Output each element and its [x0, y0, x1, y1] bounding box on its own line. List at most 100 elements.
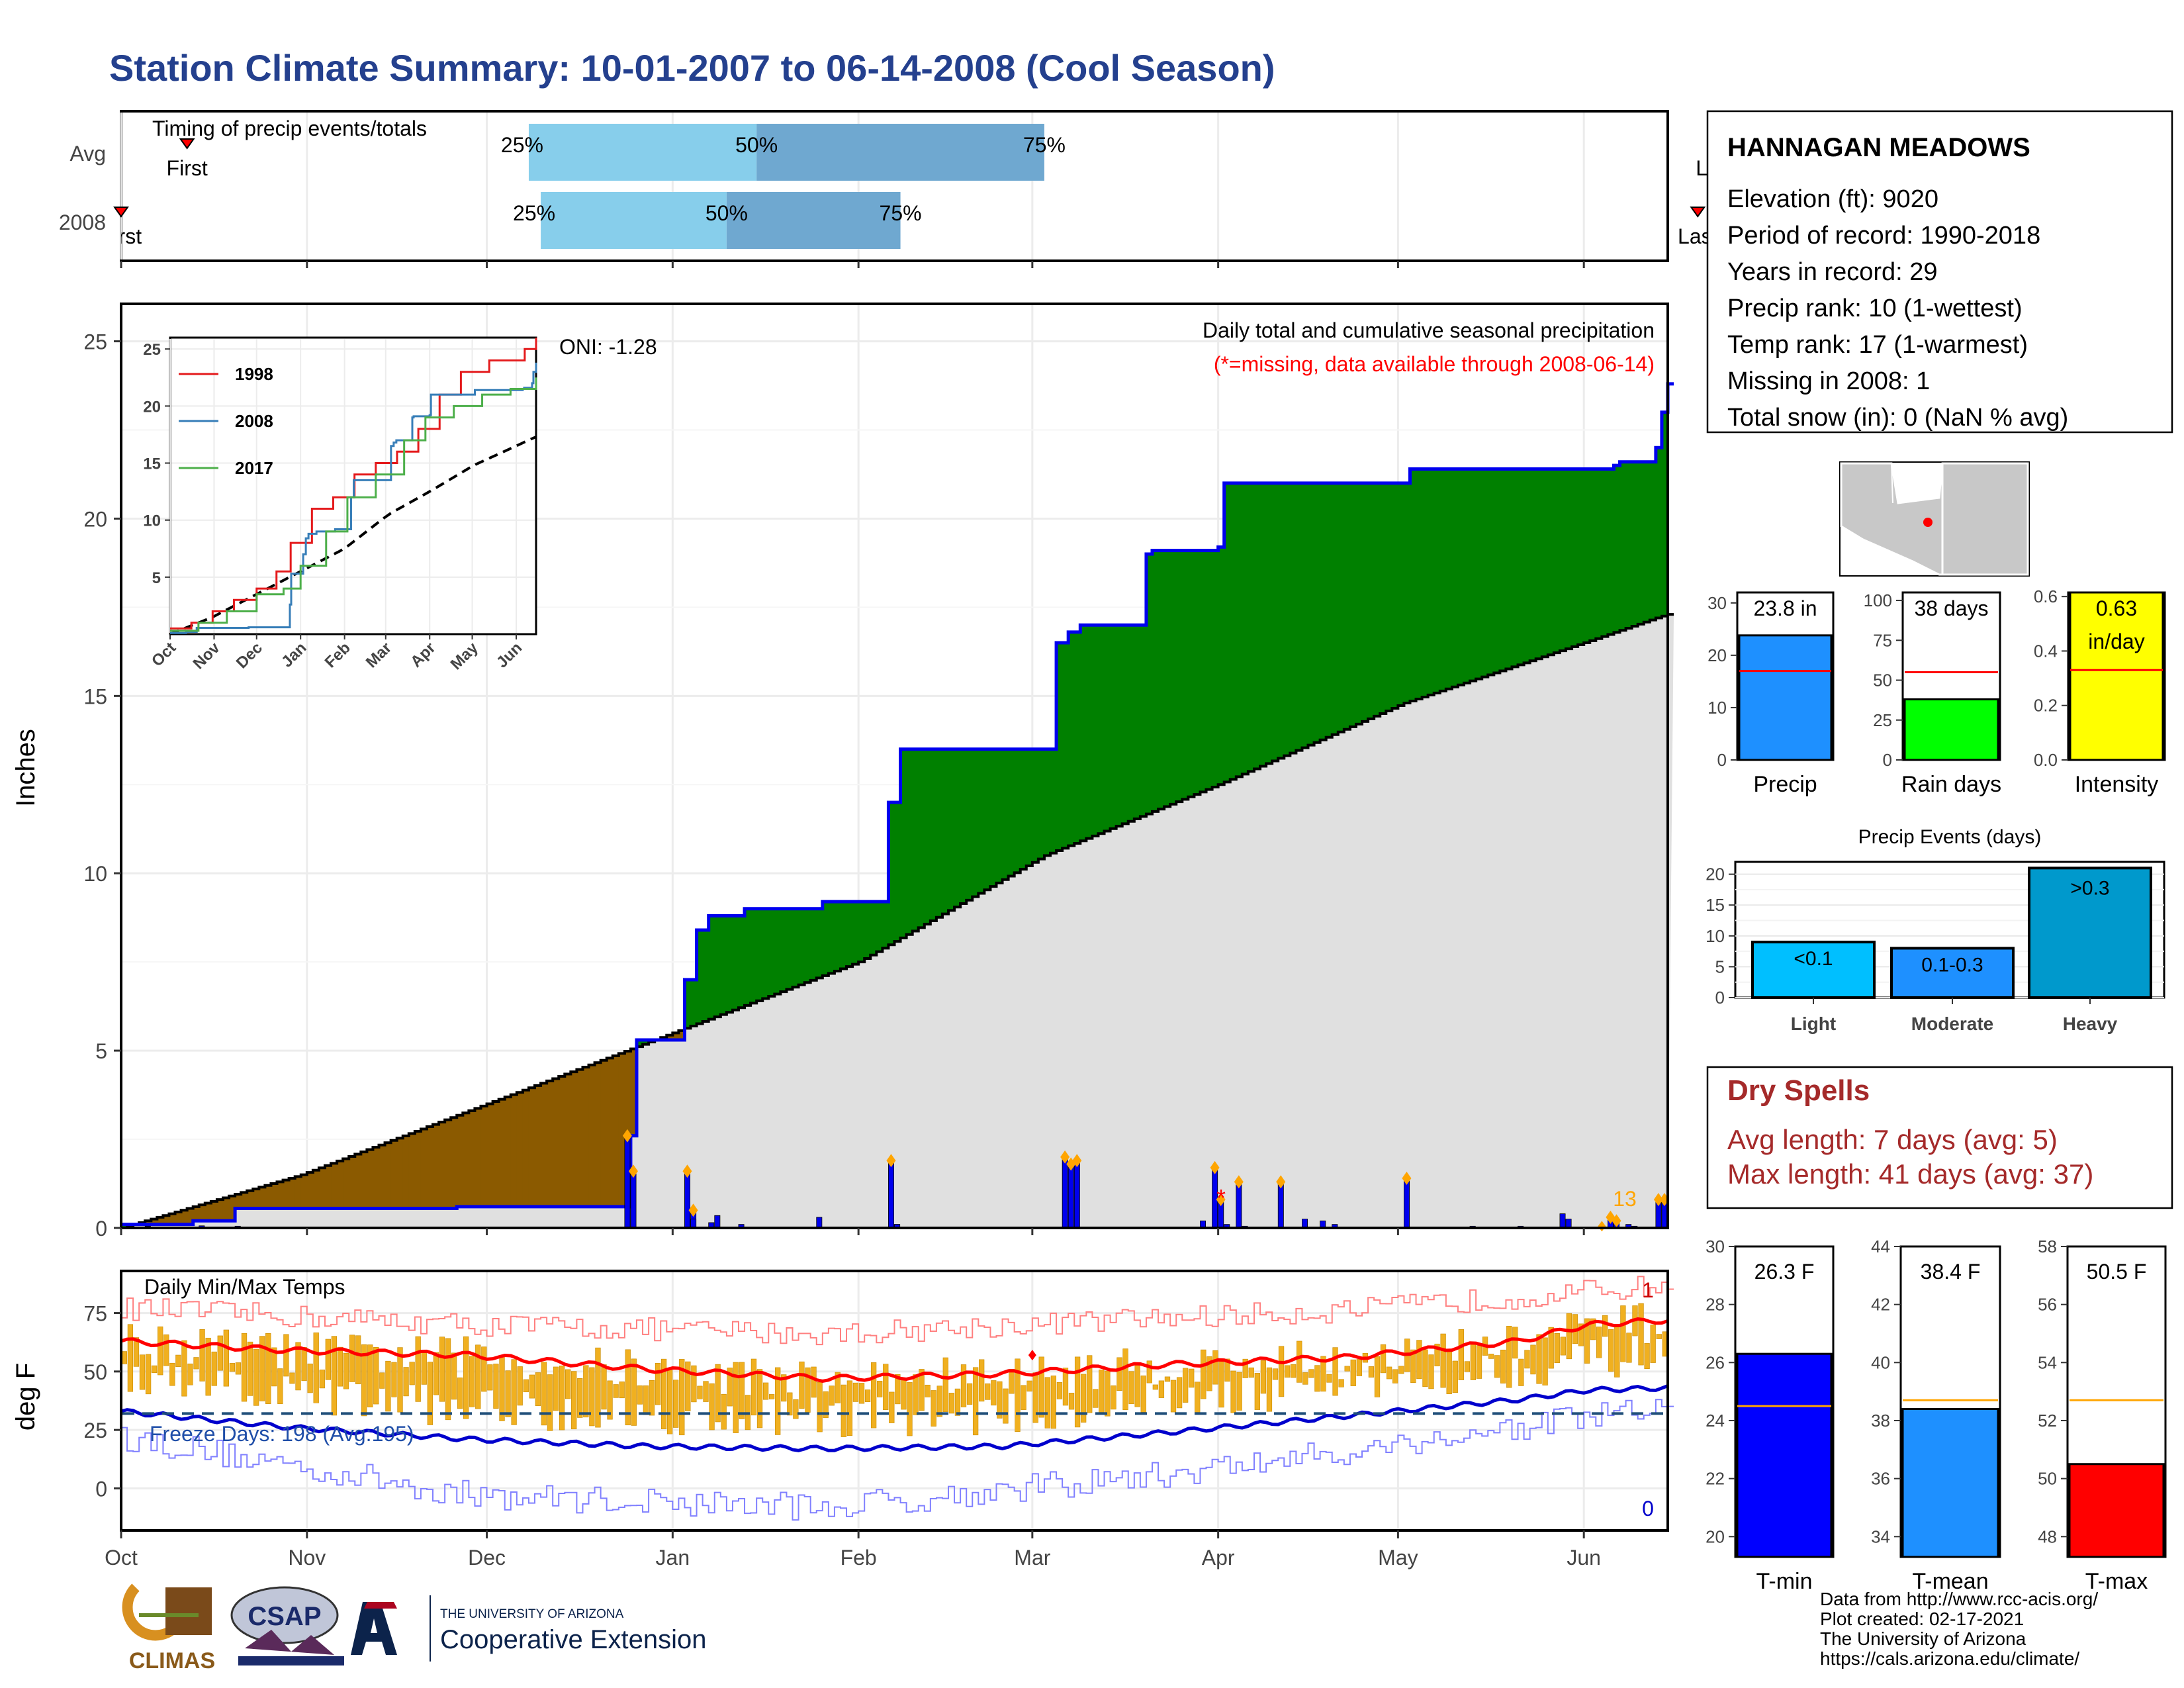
- daily-temp-range-bar: [535, 1372, 541, 1406]
- daily-temp-range-bar: [679, 1359, 685, 1436]
- daily-temp-range-bar: [1272, 1368, 1279, 1380]
- timing-first-label-2008: First: [101, 224, 142, 248]
- daily-temp-range-bar: [493, 1364, 499, 1409]
- dry-spells-avg: Avg length: 7 days (avg: 5): [1727, 1124, 2058, 1155]
- daily-temp-range-bar: [373, 1347, 379, 1405]
- daily-temp-range-bar: [852, 1382, 859, 1402]
- daily-temp-range-bar: [463, 1336, 469, 1419]
- heavy-event-marker: [1276, 1175, 1286, 1189]
- tmax-ytick: 52: [2038, 1411, 2057, 1430]
- daily-temp-range-bar: [1428, 1354, 1434, 1389]
- daily-temp-range-bar: [1164, 1376, 1171, 1382]
- daily-temp-range-bar: [1111, 1385, 1116, 1410]
- station-box: HANNAGAN MEADOWS Elevation (ft): 9020 Per…: [1706, 110, 2173, 434]
- daily-temp-range-bar: [1452, 1360, 1458, 1393]
- events-inner-label: <0.1: [1794, 948, 1833, 970]
- daily-temp-range-bar: [1626, 1333, 1632, 1363]
- daily-temp-range-bar: [307, 1363, 313, 1393]
- daily-temp-range-bar: [1116, 1357, 1122, 1391]
- daily-temp-range-bar: [607, 1380, 613, 1420]
- daily-temp-range-bar: [151, 1365, 158, 1373]
- daily-temp-range-bar: [1087, 1355, 1093, 1413]
- footer-line: https://cals.arizona.edu/climate/: [1820, 1648, 2079, 1669]
- tmin-ytick: 28: [1706, 1295, 1725, 1315]
- footer-line: Plot created: 02-17-2021: [1820, 1609, 2024, 1629]
- daily-temp-range-bar: [751, 1358, 757, 1416]
- precip-panel: 0 5 10 15 20 25 Inches Daily total and cumula…: [11, 303, 1674, 1241]
- daily-temp-range-bar: [727, 1368, 733, 1407]
- avg-max-line: [120, 1317, 1668, 1383]
- daily-precip-bar: [1559, 1213, 1566, 1229]
- daily-temp-range-bar: [901, 1379, 907, 1410]
- precip-ytick: 15: [83, 684, 107, 708]
- daily-temp-range-bar: [559, 1366, 565, 1430]
- daily-temp-range-bar: [1344, 1366, 1350, 1372]
- daily-temp-range-bar: [666, 1370, 673, 1434]
- daily-temp-range-bar: [1081, 1374, 1087, 1423]
- intensity-ytick: 0.2: [2034, 696, 2058, 716]
- csap-logo: CSAP: [230, 1586, 344, 1665]
- daily-temp-range-bar: [1314, 1365, 1320, 1392]
- timing-q75: 75%: [880, 201, 922, 225]
- heavy-event-marker: [1234, 1175, 1244, 1189]
- event-count-label: 13: [1613, 1187, 1637, 1211]
- daily-temp-range-bar: [1218, 1361, 1224, 1408]
- daily-temp-range-bar: [660, 1358, 667, 1429]
- temp-ylabel: deg F: [11, 1363, 40, 1430]
- daily-temp-range-bar: [541, 1362, 547, 1426]
- daily-temp-range-bar: [295, 1342, 301, 1391]
- rain-days-label: Rain days: [1901, 772, 2001, 797]
- precip-label: Precip: [1753, 772, 1817, 797]
- daily-temp-range-bar: [529, 1374, 535, 1399]
- daily-temp-range-bar: [979, 1359, 985, 1402]
- daily-temp-range-bar: [379, 1372, 385, 1389]
- tmin-ytick: 24: [1706, 1411, 1725, 1430]
- daily-temp-range-bar: [817, 1382, 823, 1432]
- daily-temp-range-bar: [895, 1374, 901, 1405]
- heavy-event-marker: [622, 1129, 632, 1143]
- daily-temp-range-bar: [1560, 1336, 1566, 1356]
- station-info-line: Elevation (ft): 9020: [1727, 185, 1938, 213]
- daily-temp-range-bar: [427, 1362, 433, 1425]
- daily-temp-range-bar: [283, 1334, 289, 1377]
- daily-temp-range-bar: [409, 1362, 415, 1385]
- normal-cumulative-line: [121, 613, 1674, 1229]
- events-ytick: 20: [1706, 865, 1725, 884]
- daily-temp-range-bar: [1494, 1355, 1500, 1378]
- daily-precip-bar: [816, 1217, 823, 1229]
- daily-temp-range-bar: [1614, 1325, 1620, 1378]
- daily-temp-range-bar: [403, 1367, 409, 1397]
- daily-temp-range-bar: [1015, 1358, 1021, 1432]
- precip-events-chart: Precip Events (days) 0 5 10 15 20 <0.1 Light 0.1…: [1706, 826, 2165, 1034]
- timing-first-marker: [113, 207, 129, 218]
- timing-bar-light: [528, 124, 757, 181]
- missing-marker: *: [1216, 1184, 1226, 1211]
- tmin-value-label: 26.3 F: [1754, 1260, 1815, 1284]
- daily-temp-range-bar: [613, 1384, 619, 1398]
- daily-temp-range-bar: [361, 1344, 367, 1417]
- daily-temp-range-bar: [1608, 1329, 1614, 1372]
- tmean-ytick: 40: [1871, 1352, 1890, 1372]
- daily-temp-range-bar: [1278, 1346, 1285, 1397]
- heavy-event-marker: [1216, 1193, 1226, 1207]
- tmax-ytick: 48: [2038, 1526, 2057, 1546]
- daily-temp-range-bar: [385, 1360, 391, 1412]
- daily-temp-range-bar: [1254, 1373, 1260, 1410]
- daily-temp-range-bar: [1512, 1327, 1518, 1359]
- precip-annotation-missing: (*=missing, data available through 2008-…: [1214, 352, 1655, 376]
- daily-temp-range-bar: [889, 1391, 895, 1423]
- daily-temp-range-bar: [1122, 1348, 1128, 1411]
- daily-temp-range-bar: [870, 1362, 877, 1429]
- page-title: Station Climate Summary: 10-01-2007 to 0…: [109, 47, 1275, 89]
- daily-temp-range-bar: [715, 1364, 721, 1423]
- daily-temp-range-bar: [1398, 1366, 1404, 1374]
- daily-temp-range-bar: [1644, 1343, 1650, 1370]
- daily-temp-range-bar: [1518, 1358, 1524, 1386]
- record-min-line: [121, 1399, 1674, 1521]
- heavy-event-marker: [886, 1154, 896, 1168]
- events-bar: [1890, 947, 2015, 1000]
- daily-temp-range-bar: [787, 1392, 793, 1416]
- daily-temp-range-bar: [1260, 1360, 1267, 1394]
- precip-value-label: 23.8 in: [1753, 596, 1817, 620]
